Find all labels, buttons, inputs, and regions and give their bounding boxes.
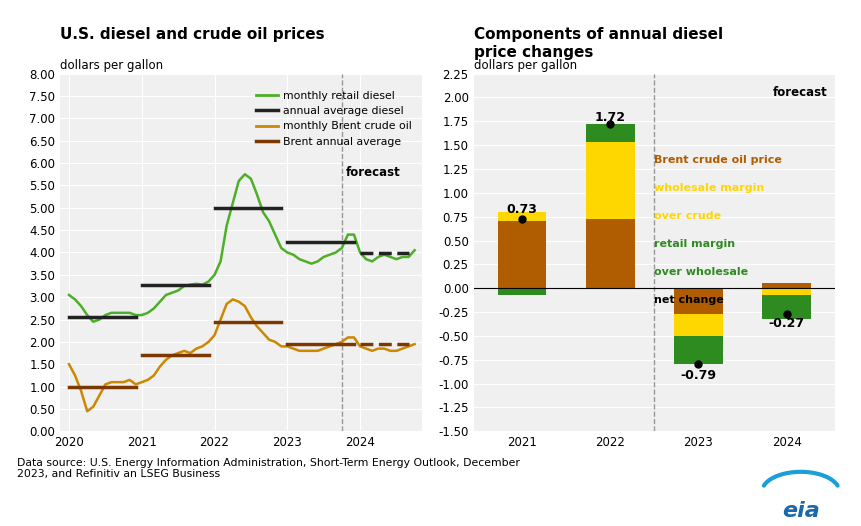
Text: Brent crude oil price: Brent crude oil price: [654, 155, 783, 165]
Text: Data source: U.S. Energy Information Administration, Short-Term Energy Outlook, : Data source: U.S. Energy Information Adm…: [17, 458, 520, 479]
Bar: [674, 314, 722, 336]
Text: 0.73: 0.73: [506, 203, 537, 216]
Text: -0.79: -0.79: [680, 369, 716, 381]
Text: eia: eia: [782, 501, 820, 521]
Legend: monthly retail diesel, annual average diesel, monthly Brent crude oil, Brent ann: monthly retail diesel, annual average di…: [252, 86, 417, 151]
Text: retail margin: retail margin: [654, 239, 735, 249]
Text: Components of annual diesel
price changes: Components of annual diesel price change…: [474, 27, 722, 59]
Text: -0.27: -0.27: [769, 317, 805, 330]
Bar: [586, 143, 635, 219]
Bar: [586, 219, 635, 288]
Text: wholesale margin: wholesale margin: [654, 183, 765, 193]
Bar: [586, 124, 635, 143]
Bar: [674, 336, 722, 363]
Text: dollars per gallon: dollars per gallon: [474, 59, 577, 73]
Bar: [498, 288, 547, 295]
Bar: [674, 288, 722, 314]
Bar: [762, 288, 811, 295]
Text: forecast: forecast: [345, 166, 400, 179]
Bar: [762, 284, 811, 288]
Text: 1.72: 1.72: [595, 111, 626, 124]
Text: forecast: forecast: [773, 86, 828, 99]
Text: dollars per gallon: dollars per gallon: [60, 59, 164, 73]
Text: over crude: over crude: [654, 211, 722, 221]
Text: net change: net change: [654, 295, 724, 305]
Bar: [498, 221, 547, 288]
Bar: [498, 212, 547, 221]
Text: over wholesale: over wholesale: [654, 267, 748, 277]
Text: U.S. diesel and crude oil prices: U.S. diesel and crude oil prices: [60, 27, 325, 42]
Bar: [762, 295, 811, 319]
